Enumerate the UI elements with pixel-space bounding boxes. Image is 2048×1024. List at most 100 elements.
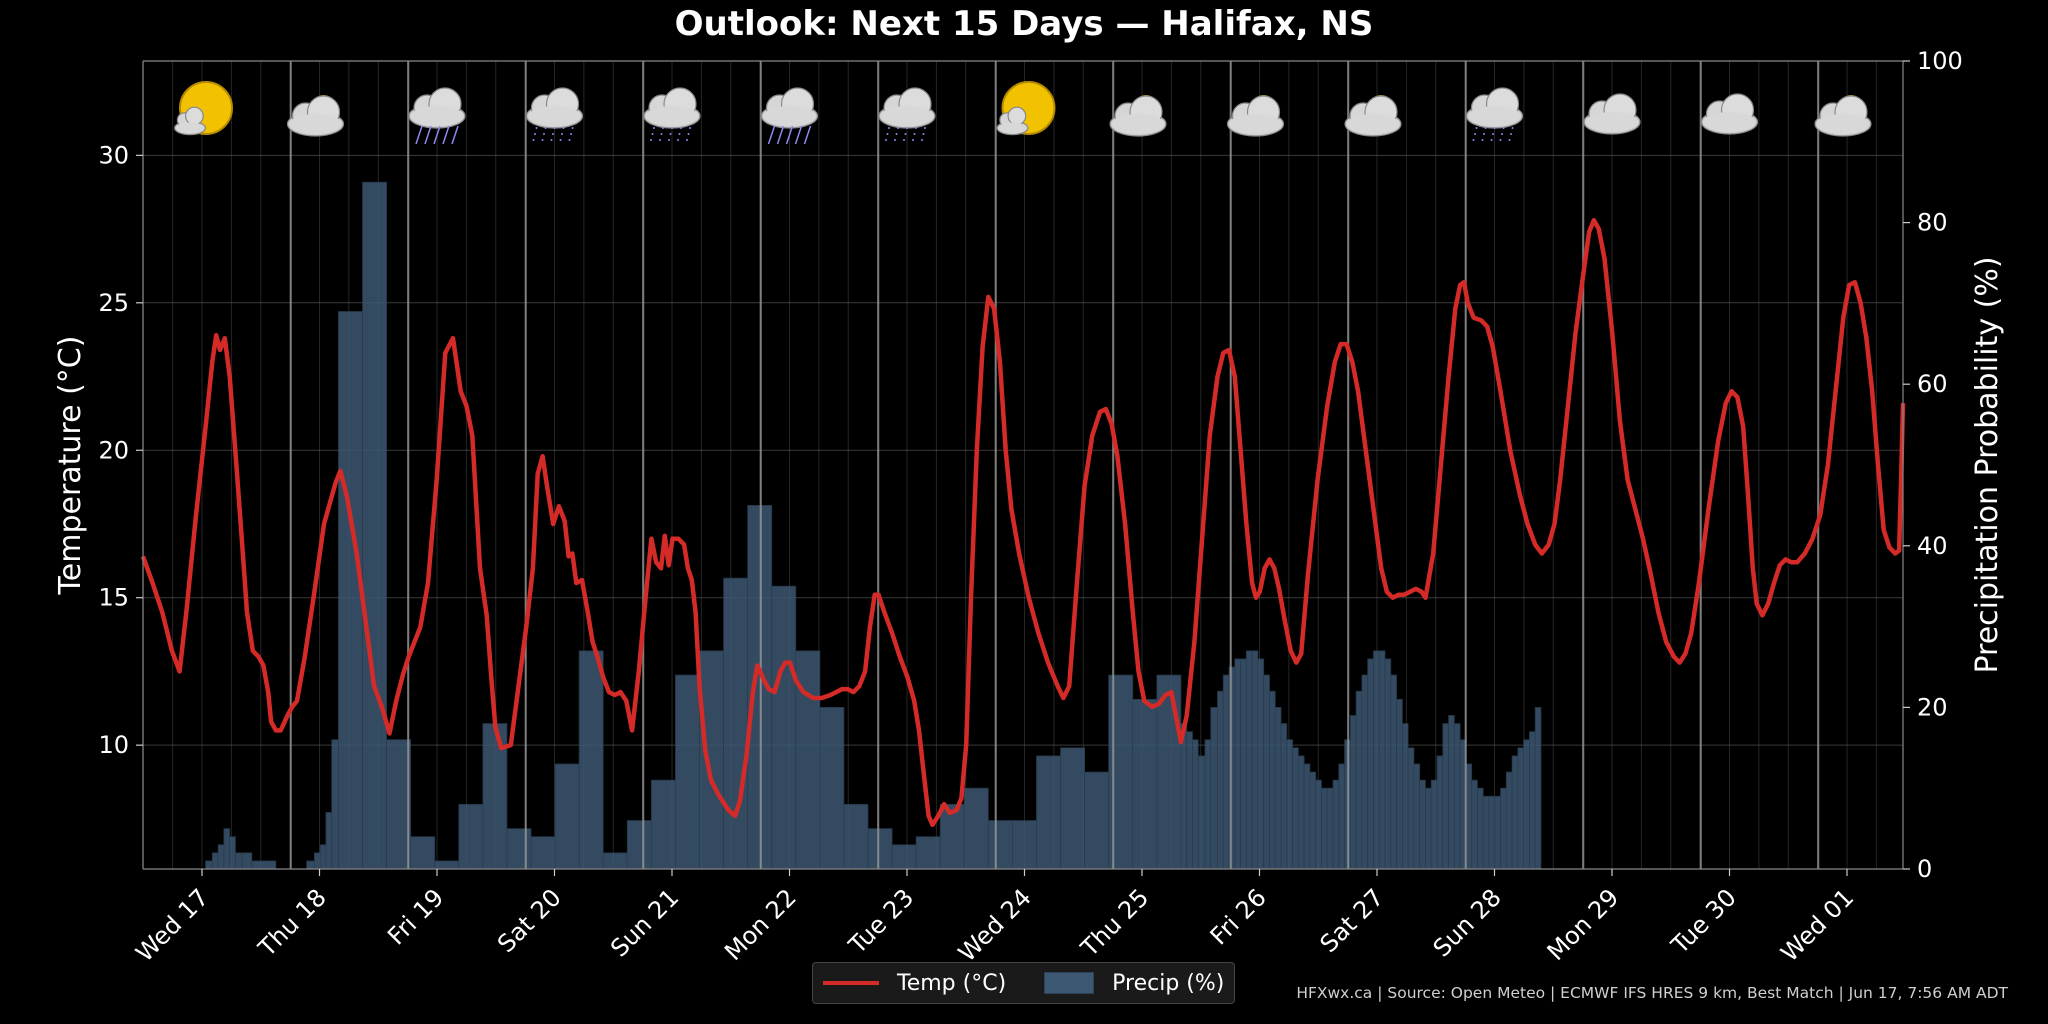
precip-bar [963,787,989,870]
precip-bars [205,181,1542,870]
precip-bar [1500,787,1507,870]
precip-bar [1436,755,1444,870]
legend-item-precip: Precip (%) [1006,971,1224,996]
left-tick-label: 10 [98,731,129,759]
drizzle-drop [915,127,917,129]
right-axis-title: Precipitation Probability (%) [1970,256,2005,673]
precip-bar [1384,658,1392,870]
drizzle-drop [1501,133,1503,135]
precip-bar [1269,690,1276,870]
cloud-part [1468,106,1521,126]
precip-bar [602,852,628,870]
precip-bar [1534,707,1542,870]
rain-drop [776,125,785,145]
precip-bar [1523,739,1530,870]
drizzle-drop [650,139,652,141]
x-tick-label: Wed 01 [1775,883,1859,967]
partly-cloudy-icon [1344,95,1402,137]
drizzle-drop [1502,127,1505,129]
cloud-part [881,106,933,126]
precip-bar [1197,755,1206,870]
x-tick-label: Sat 20 [492,883,567,958]
cloud-part [646,106,698,126]
drizzle-drop [886,133,889,135]
drizzle-drop [1490,139,1493,141]
precip-bar [1390,674,1397,870]
precip-bar [530,836,556,870]
precip-bar [410,836,436,870]
precip-bar [675,674,700,870]
drizzle-drop [668,139,670,141]
precip-bar [1292,747,1299,870]
precip-bar [319,844,327,870]
precip-bar [1186,731,1193,870]
precip-bar [1477,787,1484,870]
precip-bar [1012,820,1037,870]
precip-bar [650,779,676,870]
precip-bar [915,836,941,870]
drizzle-drop [678,133,681,135]
drizzle-drop [895,133,898,135]
cloud-shape [408,87,466,129]
precip-bar [1303,763,1311,870]
x-tick-label: Sun 28 [1428,883,1507,962]
precip-bar [1060,747,1086,870]
right-tick-label: 60 [1917,370,1948,398]
precip-bar [1321,787,1328,870]
precip-bar [229,836,236,870]
rain-drop [415,125,423,145]
cloud-part [1703,112,1756,132]
drizzle-drop [653,127,655,129]
drizzle-drop [570,133,572,135]
drizzle-drop [1472,139,1475,141]
precip-bar [1361,674,1369,870]
cloud-rain-icon [408,87,466,145]
x-tick-label: Thu 25 [1075,883,1154,962]
precip-bar [306,860,315,870]
precip-bar [1338,763,1345,870]
precip-bar [1257,658,1265,870]
drizzle-drop [568,139,571,141]
drizzle-drop [924,127,926,129]
drizzle-drop [671,127,673,129]
drizzle-drop [1499,139,1502,141]
precip-bar [1286,739,1293,870]
drizzle-drop [571,127,574,129]
cloud-drizzle-icon [643,87,701,141]
drizzle-drop [532,139,535,141]
partly-cloudy-icon [286,95,345,137]
drizzle-drop [687,133,690,135]
temp-line-layer [140,217,1906,828]
drizzle-drop [562,127,565,129]
precip-bar [1217,690,1224,870]
source-footer: HFXwx.ca | Source: Open Meteo | ECMWF IF… [1296,984,2008,1002]
precip-bar [1332,779,1340,870]
precip-bar [325,812,333,870]
precip-bar [1396,698,1403,870]
x-tick-label: Tue 23 [843,883,919,959]
x-tick-label: Thu 18 [252,883,331,962]
cloud-shape [1226,95,1285,137]
partly-cloudy-icon [1226,95,1285,137]
cloud-part [528,106,581,126]
drizzle-drop [885,139,887,141]
cloud-shape [1344,95,1402,137]
precip-bar [1413,763,1421,870]
drizzle-drop [669,133,672,135]
cloud-part [289,114,342,134]
cloud-shape [174,106,207,136]
precip-bar [313,852,321,870]
drizzle-drop [541,139,544,141]
cloud-shape [996,106,1029,136]
cloud-shape [1583,93,1641,135]
precip-bar [891,844,917,870]
precip-bar [843,803,869,870]
precip-bar [217,844,225,870]
drizzle-drop [1511,127,1514,129]
x-tick-label: Fri 19 [382,883,449,950]
precip-bar [699,650,724,870]
precip-bar [1511,755,1519,870]
precip-bar [1407,747,1415,870]
drizzle-drop [662,127,664,129]
cloud-drizzle-icon [525,87,584,141]
